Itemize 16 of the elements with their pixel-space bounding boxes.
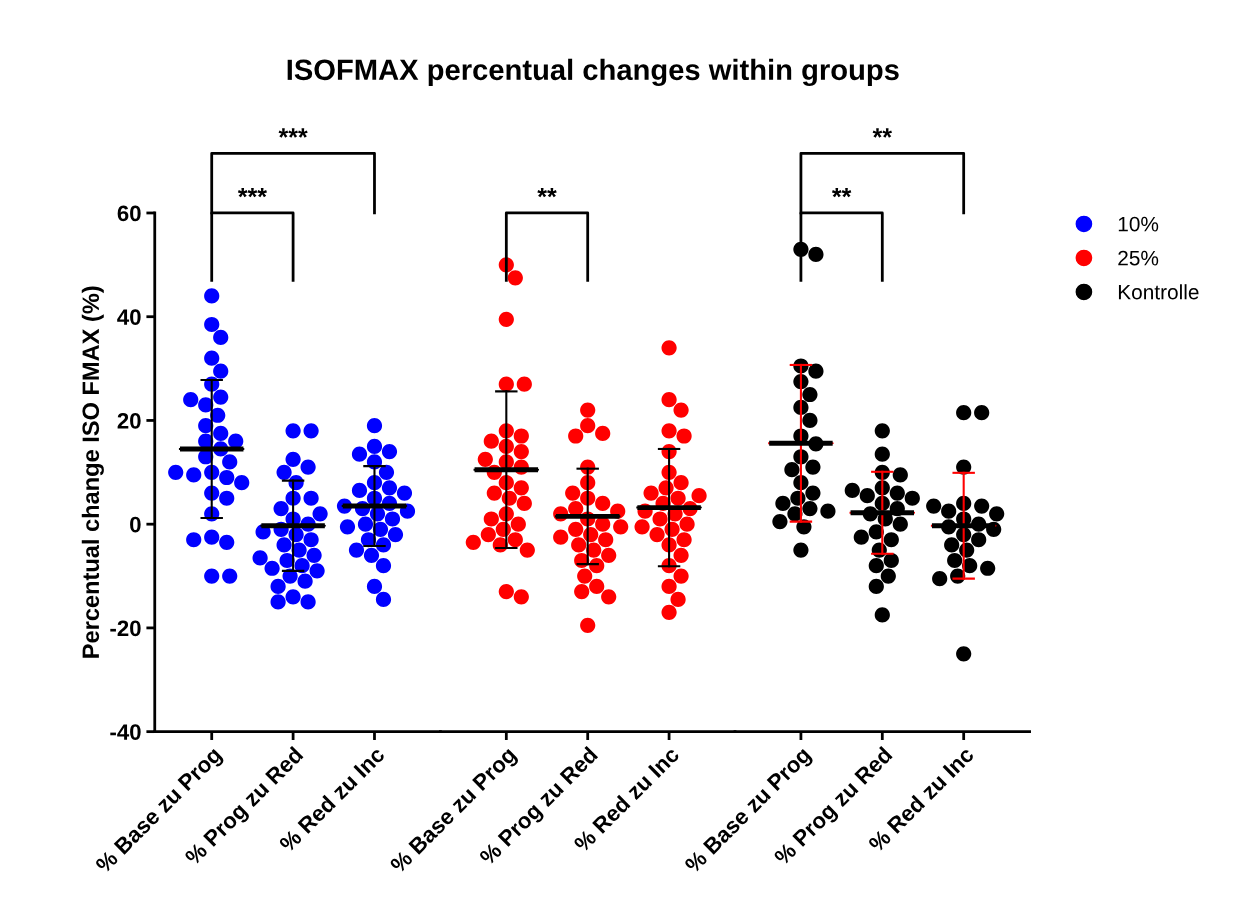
legend-label: 25% — [1118, 250, 1159, 266]
text: ** — [537, 188, 557, 198]
y-tick-label: -20 — [110, 620, 141, 637]
legend-label: 10% — [1118, 216, 1159, 232]
text: *** — [237, 188, 267, 198]
text: ISOFMAX percentual changes within groups — [287, 58, 899, 87]
y-tick-label: 60 — [117, 205, 141, 222]
y-tick-label: 0 — [130, 516, 141, 533]
y-tick-label: 20 — [117, 412, 141, 429]
text: ** — [831, 188, 852, 198]
text: *** — [278, 128, 308, 138]
text: ** — [872, 128, 892, 138]
text: Kontrolle — [1118, 284, 1199, 300]
y-axis-title: Percentual change ISO FMAX (%) — [81, 286, 104, 658]
y-tick-label: 40 — [117, 309, 141, 325]
y-tick-label: -40 — [110, 724, 141, 740]
